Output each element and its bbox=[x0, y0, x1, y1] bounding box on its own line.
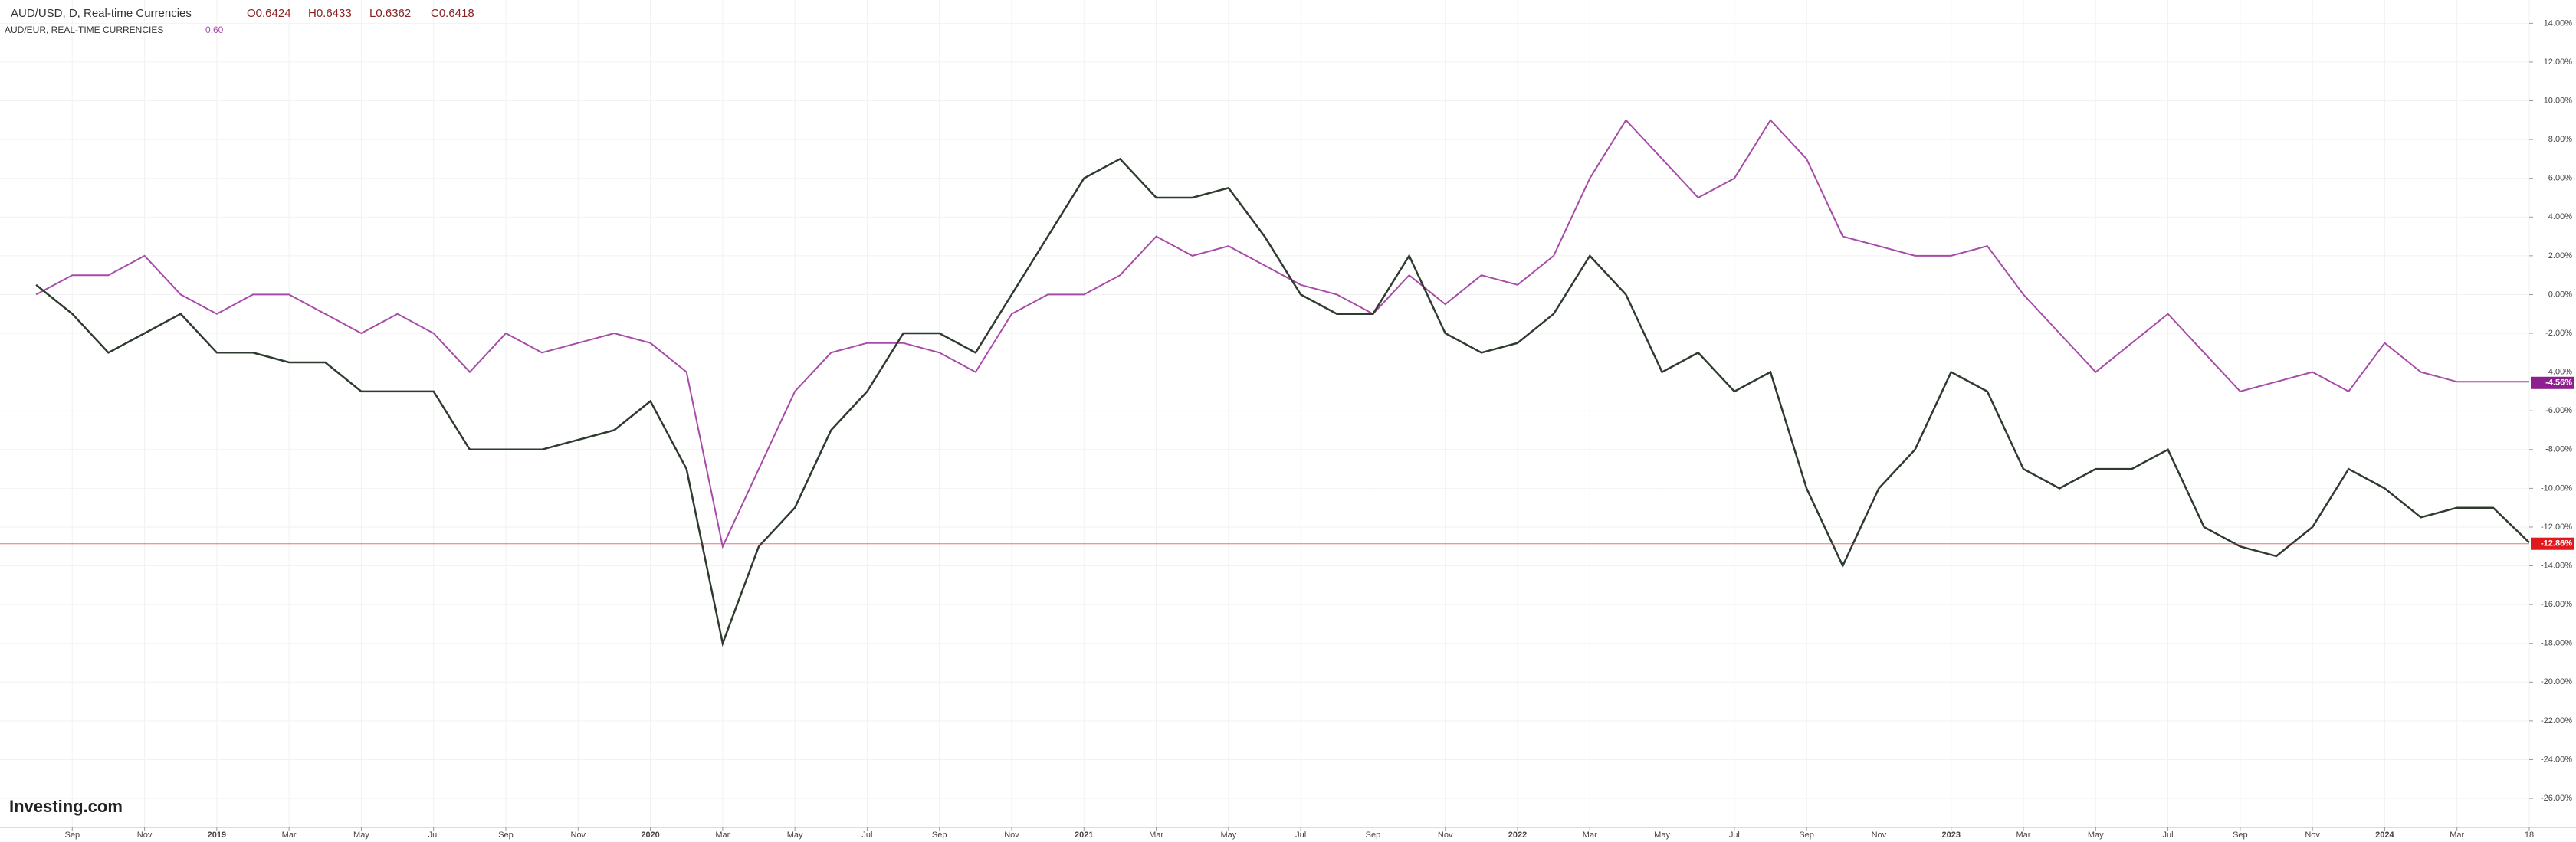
x-tick-label: Jul bbox=[428, 831, 439, 840]
y-tick-label: 2.00% bbox=[2548, 251, 2572, 260]
y-tick-label: -20.00% bbox=[2541, 677, 2572, 686]
x-tick-label: Sep bbox=[1366, 831, 1381, 840]
x-tick-label: Nov bbox=[1872, 831, 1887, 840]
y-tick-label: -6.00% bbox=[2545, 406, 2572, 415]
y-tick-label: -2.00% bbox=[2545, 329, 2572, 338]
price-badge bbox=[2531, 376, 2574, 389]
x-tick-label: Jul bbox=[861, 831, 872, 840]
x-tick-label: Nov bbox=[571, 831, 586, 840]
y-tick-label: -4.00% bbox=[2545, 368, 2572, 377]
grid bbox=[0, 0, 2530, 827]
x-tick-label: Jul bbox=[1295, 831, 1306, 840]
x-tick-label: Jul bbox=[2163, 831, 2174, 840]
plot bbox=[35, 119, 2530, 647]
y-tick-label: -14.00% bbox=[2541, 561, 2572, 570]
series-name: AUD/EUR, REAL-TIME CURRENCIES bbox=[5, 25, 163, 35]
x-tick-label: May bbox=[787, 831, 803, 840]
x-tick-label: Nov bbox=[1004, 831, 1019, 840]
x-tick-label: Mar bbox=[2450, 831, 2464, 840]
x-tick-label: Sep bbox=[2233, 831, 2248, 840]
y-tick-label: -8.00% bbox=[2545, 445, 2572, 454]
x-tick-label: 2022 bbox=[1508, 831, 1527, 840]
x-tick-label: 2021 bbox=[1075, 831, 1093, 840]
ohlc-label: O0.6424 bbox=[247, 7, 291, 20]
x-tick-label: Mar bbox=[2016, 831, 2031, 840]
x-tick-label: 2020 bbox=[641, 831, 659, 840]
logo: Investing.com bbox=[9, 797, 123, 816]
y-tick-label: 4.00% bbox=[2548, 212, 2572, 221]
ohlc-label: C0.6418 bbox=[431, 7, 474, 20]
x-tick-label: Nov bbox=[2305, 831, 2320, 840]
ohlc-label: H0.6433 bbox=[308, 7, 352, 20]
y-tick-label: 10.00% bbox=[2544, 96, 2573, 105]
x-tick-label: May bbox=[353, 831, 369, 840]
y-tick-label: 8.00% bbox=[2548, 135, 2572, 144]
x-tick-label: Mar bbox=[282, 831, 297, 840]
x-tick-label: 2023 bbox=[1941, 831, 1960, 840]
x-tick-label: May bbox=[1654, 831, 1670, 840]
x-tick-label: Sep bbox=[1799, 831, 1814, 840]
series-line bbox=[35, 157, 2530, 647]
x-tick-label: 2024 bbox=[2375, 831, 2394, 840]
y-tick-label: -26.00% bbox=[2541, 794, 2572, 803]
x-tick-label: Nov bbox=[137, 831, 153, 840]
y-tick-label: -16.00% bbox=[2541, 600, 2572, 609]
x-tick-label: May bbox=[1220, 831, 1236, 840]
x-tick-label: Sep bbox=[64, 831, 80, 840]
y-tick-label: -18.00% bbox=[2541, 639, 2572, 648]
x-tick-label: 2019 bbox=[208, 831, 226, 840]
price-badge-label: -12.86% bbox=[2541, 539, 2572, 549]
chart-title: AUD/USD, D, Real-time Currencies bbox=[11, 7, 192, 20]
x-tick-label: Sep bbox=[498, 831, 514, 840]
price-badge-label: -4.56% bbox=[2545, 378, 2572, 388]
y-tick-label: 0.00% bbox=[2548, 290, 2572, 299]
series-info: 0.60 bbox=[205, 25, 224, 35]
x-tick-label: 18 bbox=[2525, 831, 2534, 840]
y-tick-label: -24.00% bbox=[2541, 755, 2572, 764]
x-tick-label: Mar bbox=[1583, 831, 1597, 840]
y-tick-label: -12.00% bbox=[2541, 523, 2572, 532]
x-tick-label: Nov bbox=[1438, 831, 1453, 840]
series-line bbox=[35, 119, 2529, 549]
y-tick-label: -10.00% bbox=[2541, 483, 2572, 493]
y-tick-label: 14.00% bbox=[2544, 18, 2573, 28]
x-tick-label: Mar bbox=[1149, 831, 1163, 840]
y-tick-label: -22.00% bbox=[2541, 716, 2572, 726]
x-tick-label: Sep bbox=[932, 831, 947, 840]
x-tick-label: Mar bbox=[715, 831, 730, 840]
x-tick-label: May bbox=[2088, 831, 2104, 840]
ohlc-label: L0.6362 bbox=[369, 7, 411, 20]
price-badge bbox=[2531, 537, 2574, 550]
y-tick-label: 12.00% bbox=[2544, 57, 2573, 67]
x-tick-label: Jul bbox=[1729, 831, 1740, 840]
y-tick-label: 6.00% bbox=[2548, 174, 2572, 183]
